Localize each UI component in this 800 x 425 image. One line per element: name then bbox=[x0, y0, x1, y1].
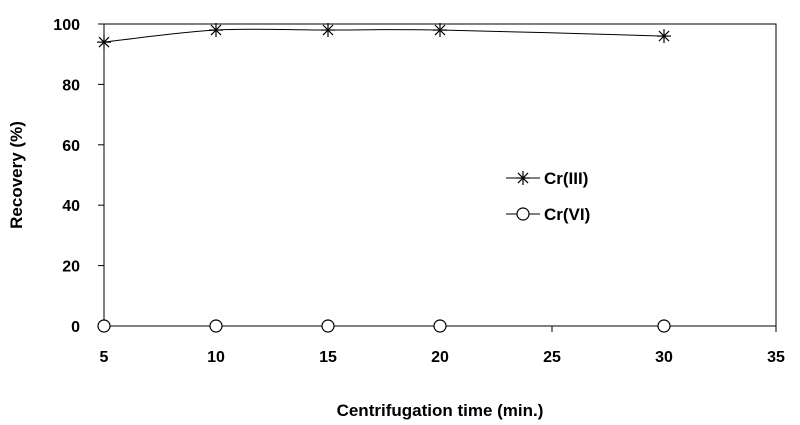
data-point-cr6 bbox=[209, 319, 223, 333]
x-tick-label: 25 bbox=[543, 349, 561, 366]
data-point-cr3 bbox=[433, 23, 447, 38]
x-tick-label: 20 bbox=[431, 349, 449, 366]
legend: Cr(III) Cr(VI) bbox=[506, 169, 590, 224]
legend-marker bbox=[516, 171, 530, 185]
data-point-cr3 bbox=[97, 35, 111, 50]
data-point-cr3 bbox=[209, 23, 223, 38]
x-tick-label: 30 bbox=[655, 349, 673, 366]
data-point-cr6 bbox=[321, 319, 335, 333]
x-tick-label: 5 bbox=[100, 349, 109, 366]
y-tick-label: 80 bbox=[62, 77, 80, 94]
y-axis-ticks: 0 20 40 60 80 100 bbox=[53, 17, 104, 336]
x-tick-label: 35 bbox=[767, 349, 785, 366]
data-point-cr6 bbox=[657, 319, 671, 333]
x-axis-title: Centrifugation time (min.) bbox=[337, 401, 544, 420]
y-tick-label: 40 bbox=[62, 198, 80, 215]
data-point-cr6 bbox=[97, 319, 111, 333]
legend-marker bbox=[516, 207, 530, 221]
legend-label: Cr(III) bbox=[544, 169, 588, 188]
series-line-1 bbox=[103, 28, 665, 43]
data-point-cr6 bbox=[433, 319, 447, 333]
y-tick-label: 100 bbox=[53, 17, 80, 34]
y-tick-label: 20 bbox=[62, 259, 80, 276]
y-tick-label: 60 bbox=[62, 138, 80, 155]
y-tick-label: 0 bbox=[71, 319, 80, 336]
x-axis-ticks: 5 10 15 20 25 30 35 bbox=[100, 326, 785, 366]
series-layer bbox=[97, 23, 671, 333]
x-tick-label: 15 bbox=[319, 349, 337, 366]
x-tick-label: 10 bbox=[207, 349, 225, 366]
y-axis-title: Recovery (%) bbox=[7, 121, 26, 229]
data-point-cr3 bbox=[321, 23, 335, 38]
data-point-cr3 bbox=[657, 29, 671, 44]
plot-area bbox=[103, 23, 777, 327]
legend-label: Cr(VI) bbox=[544, 205, 590, 224]
